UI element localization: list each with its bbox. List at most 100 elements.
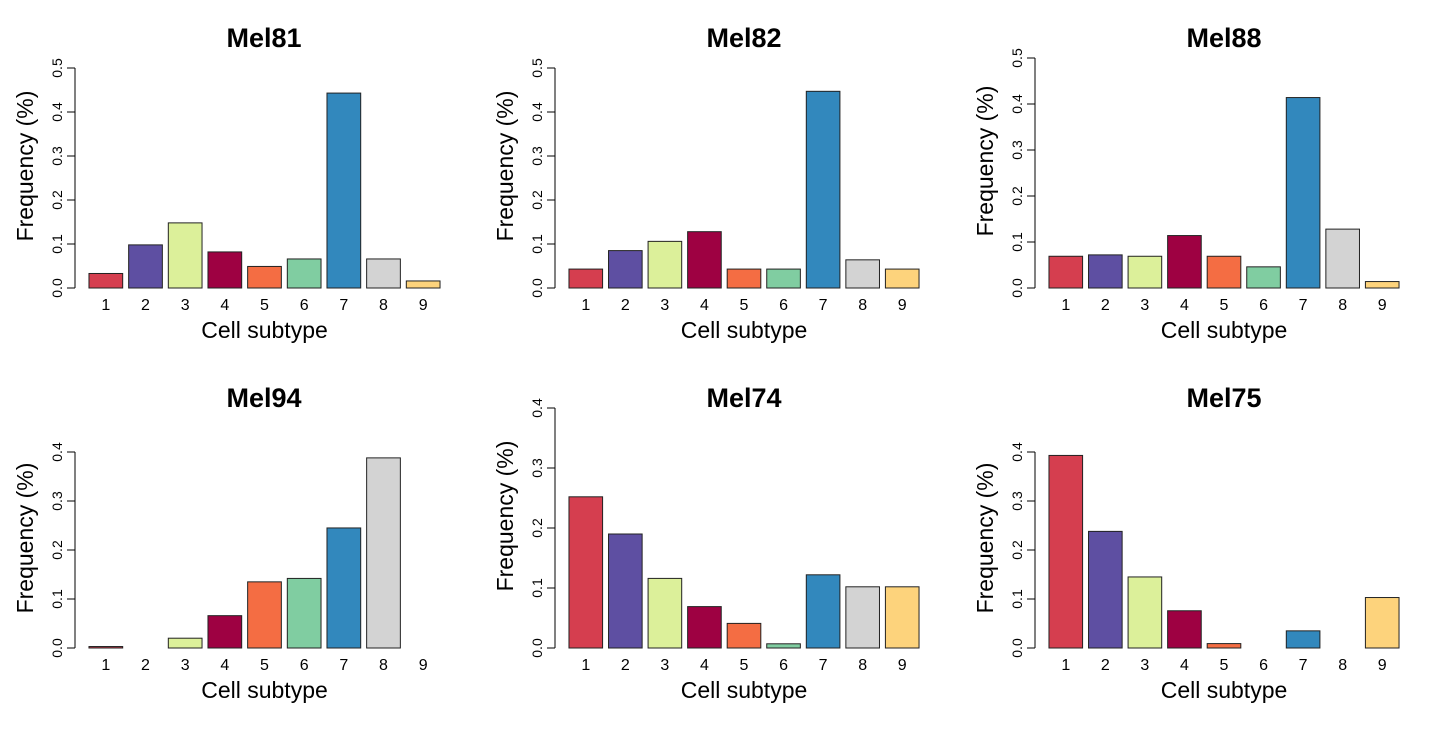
x-tick-label: 6 <box>300 657 309 674</box>
x-tick-label: 7 <box>339 297 348 314</box>
chart-title: Mel75 <box>1186 383 1261 413</box>
x-tick-label: 8 <box>858 297 867 314</box>
y-axis-label: Frequency (%) <box>972 463 998 614</box>
x-axis-label: Cell subtype <box>201 677 328 703</box>
x-tick-label: 3 <box>660 657 669 674</box>
bar-subtype-5 <box>726 622 762 649</box>
y-tick-label: 0.0 <box>529 638 545 658</box>
x-tick-label: 7 <box>1299 297 1308 314</box>
bar-subtype-9 <box>1364 597 1400 649</box>
y-tick-label: 0.5 <box>1009 48 1025 68</box>
bar-subtype-3 <box>647 240 683 289</box>
chart-title: Mel94 <box>226 383 301 413</box>
bar-subtype-7 <box>1285 97 1321 289</box>
x-tick-label: 6 <box>779 657 788 674</box>
chart-title: Mel74 <box>706 383 781 413</box>
y-tick-label: 0.4 <box>529 398 545 418</box>
panel-mel74: Mel74 1 2 3 4 5 6 7 8 9 0.0 0.1 0.2 0.3 0.4 Cell subtyp… <box>492 383 920 703</box>
x-tick-label: 5 <box>1220 297 1229 314</box>
bar-subtype-1 <box>568 496 604 649</box>
x-tick-label: 3 <box>660 297 669 314</box>
x-tick-label: 9 <box>898 657 907 674</box>
x-tick-label: 7 <box>819 297 828 314</box>
y-tick-label: 0.4 <box>49 102 65 122</box>
bar-subtype-8 <box>366 258 401 289</box>
y-tick-label: 0.0 <box>49 278 65 298</box>
bar-subtype-1 <box>1048 255 1084 289</box>
x-tick-label: 4 <box>220 657 229 674</box>
panel-mel94: Mel94 1 2 3 4 5 6 7 8 9 0.0 0.1 0.2 0.3 0.4 Cell subtyp… <box>12 383 428 703</box>
x-tick-label: 4 <box>700 297 709 314</box>
y-tick-label: 0.0 <box>49 638 65 658</box>
bar-subtype-5 <box>247 265 282 289</box>
x-tick-label: 2 <box>1101 297 1110 314</box>
bar-subtype-2 <box>608 533 643 649</box>
chart-title: Mel88 <box>1186 23 1261 53</box>
x-tick-label: 2 <box>1101 657 1110 674</box>
y-tick-label: 0.3 <box>1009 140 1025 160</box>
x-tick-label: 9 <box>1378 657 1387 674</box>
y-tick-label: 0.5 <box>49 58 65 78</box>
chart-title: Mel81 <box>226 23 301 53</box>
bar-subtype-2 <box>128 244 163 289</box>
x-tick-label: 7 <box>339 657 348 674</box>
y-tick-label: 0.3 <box>49 491 65 511</box>
y-tick-label: 0.2 <box>529 190 545 210</box>
bar-subtype-4 <box>1167 235 1202 289</box>
y-axis-label: Frequency (%) <box>972 86 998 237</box>
x-axis-label: Cell subtype <box>681 317 808 343</box>
x-tick-label: 5 <box>740 657 749 674</box>
x-tick-label: 7 <box>819 657 828 674</box>
y-tick-label: 0.2 <box>49 190 65 210</box>
bar-subtype-3 <box>647 577 683 649</box>
bar-subtype-1 <box>1048 454 1084 649</box>
bar-subtype-3 <box>167 637 203 649</box>
bar-subtype-3 <box>1127 255 1163 289</box>
bar-subtype-1 <box>568 268 604 289</box>
y-tick-label: 0.1 <box>529 578 545 598</box>
y-tick-label: 0.2 <box>49 540 65 560</box>
x-tick-label: 1 <box>101 297 110 314</box>
x-axis-label: Cell subtype <box>1161 677 1288 703</box>
bar-subtype-2 <box>1088 254 1123 289</box>
x-tick-label: 6 <box>1259 297 1268 314</box>
x-tick-label: 4 <box>1180 657 1189 674</box>
bar-subtype-6 <box>766 268 801 289</box>
y-tick-label: 0.4 <box>1009 94 1025 114</box>
bar-subtype-9 <box>1364 281 1400 289</box>
x-tick-label: 7 <box>1299 657 1308 674</box>
x-tick-label: 3 <box>181 657 190 674</box>
bar-subtype-9 <box>884 586 920 649</box>
x-tick-label: 5 <box>260 657 269 674</box>
y-tick-label: 0.4 <box>1009 442 1025 462</box>
bar-subtype-4 <box>1167 610 1202 649</box>
bar-subtype-8 <box>845 259 880 289</box>
y-tick-label: 0.0 <box>529 278 545 298</box>
y-tick-label: 0.1 <box>1009 232 1025 252</box>
bar-subtype-1 <box>88 272 124 289</box>
bar-subtype-6 <box>766 643 801 649</box>
y-axis-label: Frequency (%) <box>492 441 518 592</box>
bar-subtype-3 <box>167 222 203 289</box>
x-tick-label: 3 <box>181 297 190 314</box>
bar-subtype-9 <box>884 268 920 289</box>
x-tick-label: 2 <box>141 297 150 314</box>
y-tick-label: 0.3 <box>1009 491 1025 511</box>
bar-subtype-8 <box>845 586 880 649</box>
x-tick-label: 5 <box>260 297 269 314</box>
x-axis-label: Cell subtype <box>681 677 808 703</box>
bar-subtype-9 <box>405 280 441 289</box>
bar-subtype-1 <box>88 646 124 649</box>
x-tick-label: 5 <box>1220 657 1229 674</box>
x-tick-label: 9 <box>419 297 428 314</box>
x-tick-label: 1 <box>581 657 590 674</box>
x-tick-label: 2 <box>621 297 630 314</box>
x-tick-label: 9 <box>898 297 907 314</box>
bar-subtype-4 <box>207 251 243 289</box>
y-tick-label: 0.1 <box>529 234 545 254</box>
bar-subtype-2 <box>1088 530 1123 649</box>
bar-subtype-7 <box>805 90 841 289</box>
bar-subtype-5 <box>1206 643 1242 649</box>
x-tick-label: 8 <box>379 657 388 674</box>
y-tick-label: 0.1 <box>49 234 65 254</box>
